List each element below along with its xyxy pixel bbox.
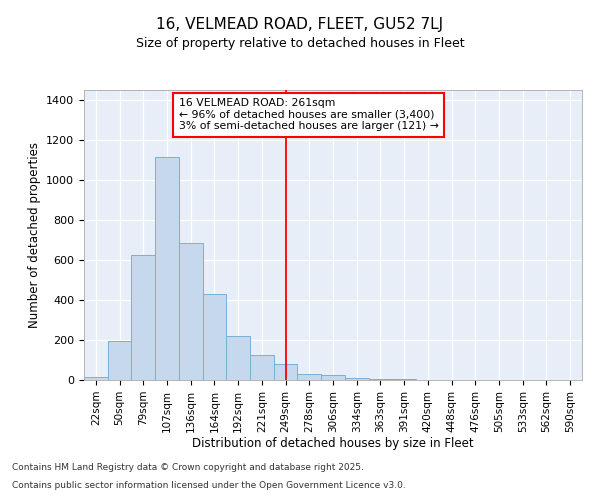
Text: Contains public sector information licensed under the Open Government Licence v3: Contains public sector information licen… <box>12 481 406 490</box>
Text: Contains HM Land Registry data © Crown copyright and database right 2025.: Contains HM Land Registry data © Crown c… <box>12 464 364 472</box>
Y-axis label: Number of detached properties: Number of detached properties <box>28 142 41 328</box>
Bar <box>226 336 250 380</box>
Bar <box>131 255 155 380</box>
Bar <box>84 377 108 380</box>
Bar <box>274 364 298 380</box>
Text: 16 VELMEAD ROAD: 261sqm
← 96% of detached houses are smaller (3,400)
3% of semi-: 16 VELMEAD ROAD: 261sqm ← 96% of detache… <box>179 98 439 131</box>
Bar <box>155 157 179 380</box>
Bar <box>345 378 368 380</box>
Bar <box>108 341 131 380</box>
X-axis label: Distribution of detached houses by size in Fleet: Distribution of detached houses by size … <box>192 438 474 450</box>
Bar <box>179 243 203 380</box>
Bar <box>298 374 321 380</box>
Bar <box>203 294 226 380</box>
Bar <box>250 355 274 380</box>
Text: 16, VELMEAD ROAD, FLEET, GU52 7LJ: 16, VELMEAD ROAD, FLEET, GU52 7LJ <box>157 18 443 32</box>
Bar <box>321 374 345 380</box>
Text: Size of property relative to detached houses in Fleet: Size of property relative to detached ho… <box>136 38 464 51</box>
Bar <box>368 379 392 380</box>
